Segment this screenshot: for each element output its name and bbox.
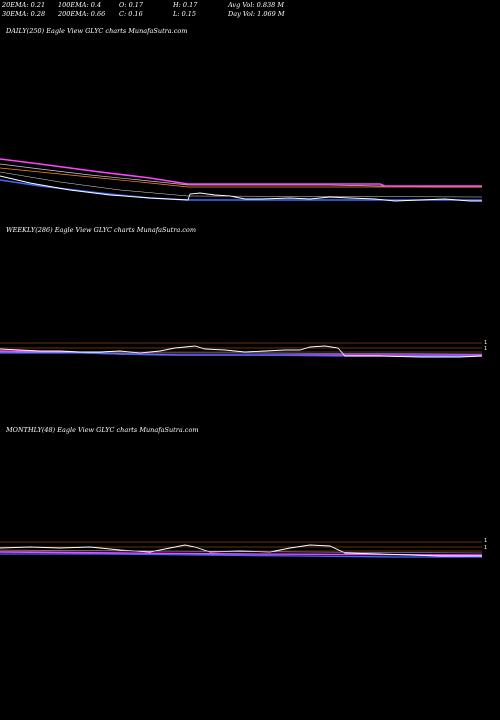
day-vol-stat: Day Vol: 1.069 M bbox=[228, 10, 285, 18]
weekly-price-line bbox=[0, 345, 483, 358]
monthly-edge-tick-2: 1 bbox=[484, 545, 487, 551]
close-stat: C: 0.16 bbox=[119, 10, 143, 18]
ema30-stat: 30EMA: 0.28 bbox=[2, 10, 46, 18]
daily-price-line bbox=[0, 175, 482, 202]
monthly-ema-slow-line bbox=[0, 551, 483, 556]
monthly-chart: 1 1 bbox=[0, 538, 487, 558]
weekly-chart: 1 1 bbox=[0, 340, 487, 358]
monthly-panel-label: MONTHLY(48) Eagle View GLYC charts Munaf… bbox=[6, 426, 199, 434]
monthly-ema-fast-line bbox=[0, 553, 482, 558]
open-stat: O: 0.17 bbox=[119, 1, 144, 9]
high-stat: H: 0.17 bbox=[173, 1, 198, 9]
ema20-stat: 20EMA: 0.21 bbox=[2, 1, 46, 9]
daily-chart bbox=[0, 158, 483, 202]
stats-header: 20EMA: 0.21 30EMA: 0.28 100EMA: 0.4 200E… bbox=[0, 0, 500, 20]
weekly-panel-label: WEEKLY(286) Eagle View GLYC charts Munaf… bbox=[6, 226, 197, 234]
weekly-ema-mid-line bbox=[0, 351, 483, 355]
ema200-stat: 200EMA: 0.66 bbox=[58, 10, 106, 18]
avg-vol-stat: Avg Vol: 0.838 M bbox=[228, 1, 285, 9]
monthly-edge-tick-1: 1 bbox=[484, 538, 487, 544]
daily-ema-long2-line bbox=[0, 171, 483, 198]
low-stat: L: 0.15 bbox=[173, 10, 197, 18]
daily-ema-mid-line bbox=[0, 167, 482, 188]
ema100-stat: 100EMA: 0.4 bbox=[58, 1, 102, 9]
daily-ema-slow-line bbox=[0, 158, 482, 187]
weekly-edge-tick-2: 1 bbox=[484, 346, 487, 352]
weekly-edge-tick-1: 1 bbox=[484, 340, 487, 346]
monthly-ema-mid-line bbox=[0, 549, 483, 554]
daily-panel-label: DAILY(250) Eagle View GLYC charts Munafa… bbox=[6, 27, 188, 35]
